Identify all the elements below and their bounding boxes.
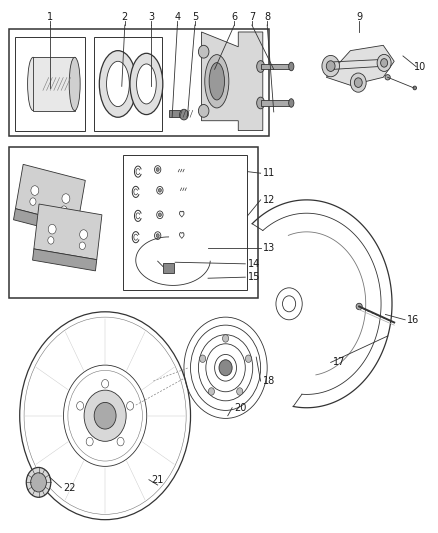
Circle shape (219, 360, 232, 376)
Polygon shape (326, 45, 394, 85)
Ellipse shape (137, 64, 156, 104)
Ellipse shape (257, 61, 265, 72)
Bar (94, 37, 162, 131)
Ellipse shape (106, 61, 129, 107)
Ellipse shape (385, 75, 390, 80)
Circle shape (354, 78, 362, 87)
Bar (261, 64, 291, 69)
Circle shape (322, 55, 339, 77)
Text: 5: 5 (192, 12, 198, 22)
Circle shape (48, 237, 54, 244)
Text: 1: 1 (47, 12, 53, 22)
Polygon shape (34, 204, 102, 260)
Text: 10: 10 (414, 62, 427, 71)
Text: 16: 16 (407, 315, 420, 325)
Polygon shape (15, 164, 85, 225)
Text: 2: 2 (122, 12, 128, 22)
Bar (163, 263, 174, 273)
Circle shape (208, 387, 215, 395)
Circle shape (223, 335, 229, 342)
Text: 9: 9 (356, 12, 362, 22)
Text: 18: 18 (263, 376, 275, 386)
Bar (15, 37, 85, 131)
Circle shape (117, 438, 124, 446)
Ellipse shape (28, 58, 39, 110)
Circle shape (158, 188, 162, 192)
Ellipse shape (69, 58, 80, 110)
Circle shape (80, 230, 88, 239)
Circle shape (180, 109, 188, 120)
Ellipse shape (99, 51, 137, 117)
Circle shape (156, 167, 159, 172)
Polygon shape (32, 249, 97, 271)
Polygon shape (14, 208, 78, 236)
Bar (9, 147, 258, 298)
Circle shape (237, 387, 243, 395)
Text: 11: 11 (263, 168, 275, 178)
Circle shape (156, 233, 159, 238)
Circle shape (26, 467, 51, 497)
Circle shape (86, 438, 93, 446)
Circle shape (127, 401, 134, 410)
Circle shape (77, 401, 84, 410)
Text: 4: 4 (174, 12, 180, 22)
Text: 20: 20 (234, 403, 247, 413)
Circle shape (61, 206, 67, 213)
Ellipse shape (205, 54, 229, 108)
Circle shape (102, 379, 109, 388)
Circle shape (381, 59, 388, 67)
Polygon shape (201, 32, 263, 131)
Text: 12: 12 (263, 195, 275, 205)
Text: 7: 7 (249, 12, 255, 22)
Text: 17: 17 (333, 358, 345, 367)
Circle shape (198, 104, 209, 117)
Circle shape (326, 61, 335, 71)
Bar (9, 29, 269, 136)
Circle shape (79, 242, 85, 249)
Circle shape (198, 45, 209, 58)
Text: 15: 15 (247, 272, 260, 282)
Circle shape (350, 73, 366, 92)
Ellipse shape (289, 99, 294, 107)
Bar (123, 155, 247, 290)
Bar (261, 100, 291, 106)
Circle shape (31, 185, 39, 195)
Ellipse shape (356, 303, 362, 310)
Circle shape (200, 355, 206, 362)
Ellipse shape (413, 86, 417, 90)
Circle shape (158, 213, 162, 217)
Text: 6: 6 (231, 12, 237, 22)
Circle shape (94, 402, 116, 429)
Circle shape (84, 390, 126, 441)
Text: 13: 13 (263, 243, 275, 253)
Text: 14: 14 (247, 259, 260, 269)
Ellipse shape (130, 53, 163, 115)
Ellipse shape (257, 97, 265, 109)
Text: 3: 3 (148, 12, 154, 22)
Circle shape (245, 355, 251, 362)
Bar (33, 58, 74, 111)
Ellipse shape (209, 62, 224, 100)
Bar (169, 110, 180, 117)
Circle shape (30, 198, 36, 205)
Circle shape (377, 54, 391, 71)
Text: 21: 21 (151, 475, 163, 484)
Circle shape (48, 224, 56, 234)
Text: 8: 8 (264, 12, 270, 22)
Circle shape (31, 473, 46, 492)
Ellipse shape (289, 62, 294, 71)
Text: 22: 22 (64, 483, 76, 492)
Circle shape (62, 194, 70, 204)
